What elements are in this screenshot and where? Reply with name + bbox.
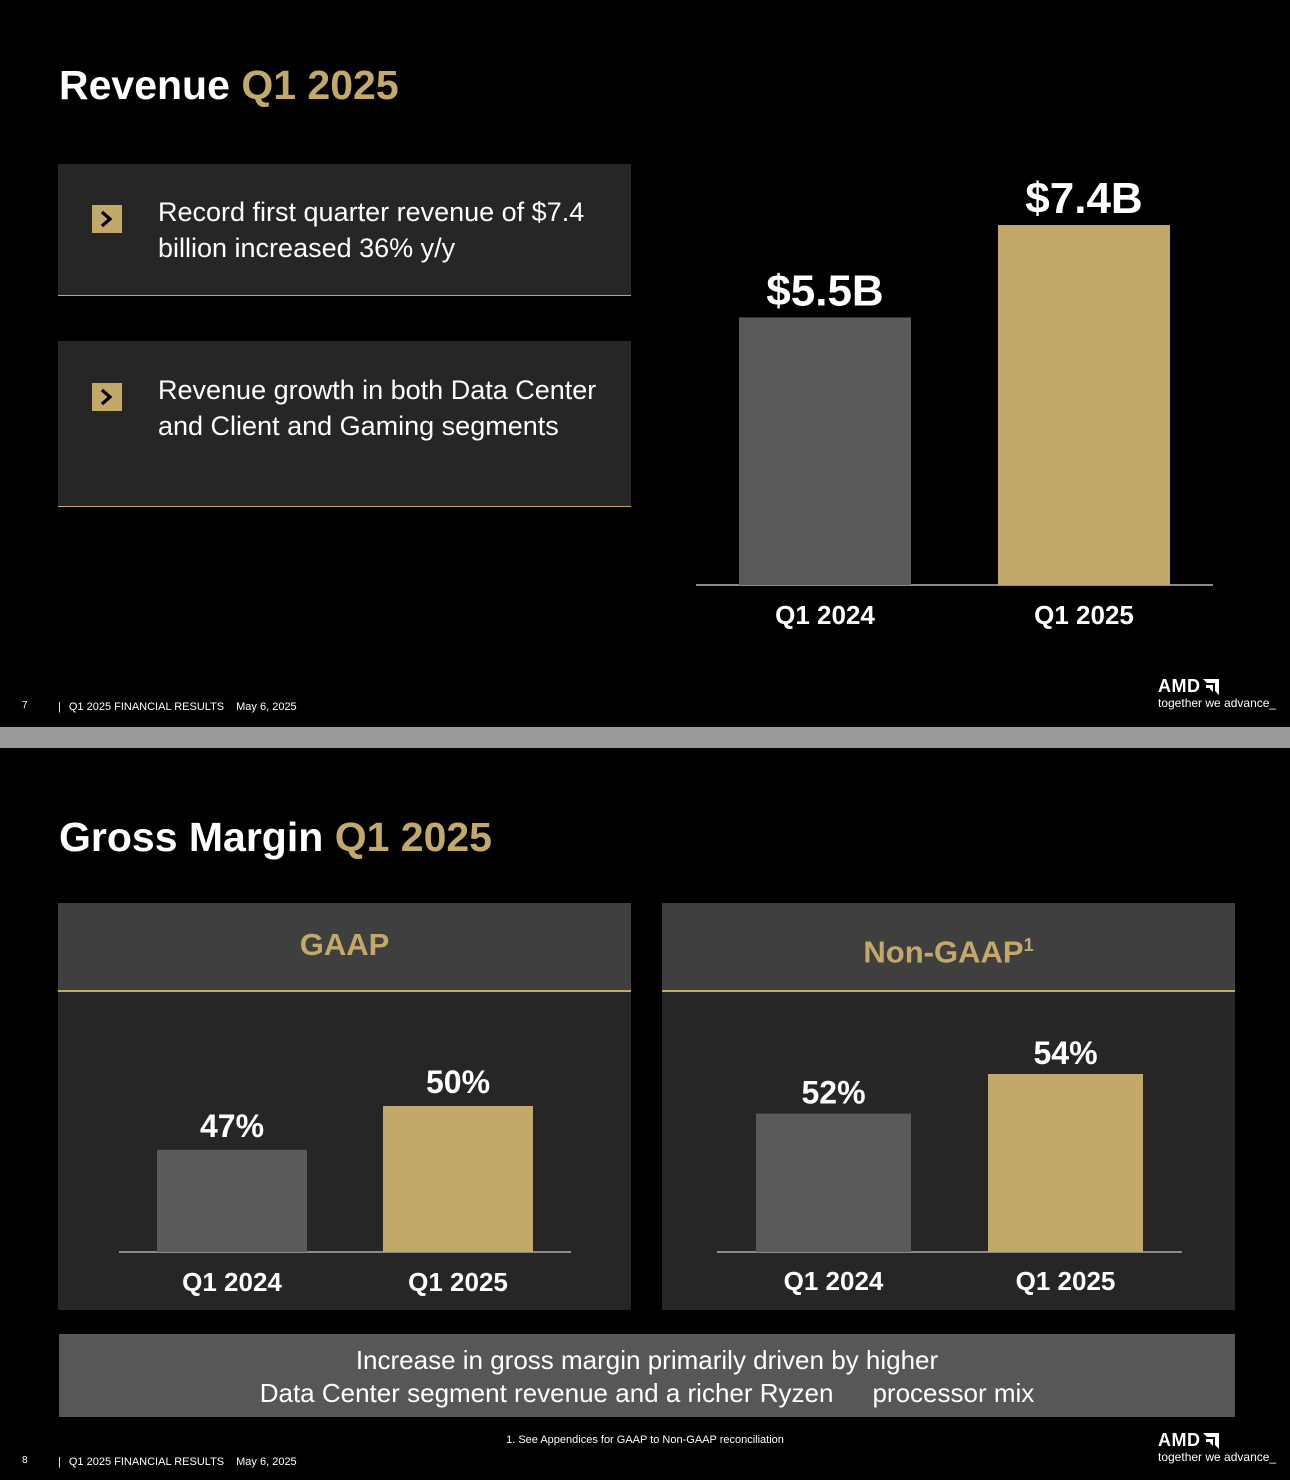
gaap-heading: GAAP	[58, 903, 631, 992]
chevron-right-icon	[92, 383, 122, 411]
gaap-panel: GAAP 47% Q1 2024 50% Q1 2025	[58, 903, 631, 1310]
note-line-2: Data Center segment revenue and a richer…	[259, 1378, 1035, 1408]
data-label: $7.4B	[1025, 174, 1142, 223]
footer-title: Q1 2025 FINANCIAL RESULTS	[68, 701, 225, 713]
footer-date: May 6, 2025	[236, 701, 297, 713]
footer-text: | Q1 2025 FINANCIAL RESULTS May 6, 2025	[58, 701, 297, 713]
data-label: 50%	[426, 1064, 490, 1100]
slide-title: Gross Margin Q1 2025	[59, 814, 492, 861]
bar-q1-2024	[739, 317, 911, 585]
gross-margin-slide: Gross Margin Q1 2025 GAAP 47% Q1 2024 50% Q…	[0, 748, 1290, 1480]
footnote: 1. See Appendices for GAAP to Non-GAAP r…	[506, 1434, 784, 1446]
footer-date: May 6, 2025	[236, 1456, 297, 1468]
data-label: 52%	[801, 1075, 865, 1111]
title-text: Revenue	[59, 62, 230, 108]
category-label: Q1 2025	[408, 1267, 508, 1297]
category-label: Q1 2025	[1034, 600, 1134, 630]
bar-q1-2025	[383, 1106, 533, 1252]
logo-text: AMD	[1158, 676, 1201, 696]
footer-title: Q1 2025 FINANCIAL RESULTS	[68, 1456, 225, 1468]
data-label: 54%	[1033, 1035, 1097, 1071]
page-number: 7	[22, 700, 28, 711]
bullet-box-2: Revenue growth in both Data Center and C…	[58, 341, 631, 507]
bar-q1-2024	[756, 1113, 911, 1252]
gaap-bar-chart: 47% Q1 2024 50% Q1 2025	[119, 1064, 571, 1297]
nongaap-panel: Non-GAAP1 52% Q1 2024 54% Q1 2025	[662, 903, 1235, 1310]
logo-text: AMD	[1158, 1430, 1201, 1450]
title-accent: Q1 2025	[241, 62, 399, 108]
category-label: Q1 2024	[775, 600, 875, 630]
footer-separator: |	[58, 701, 61, 713]
bullet-box-1: Record first quarter revenue of $7.4 bil…	[58, 164, 631, 296]
footer-separator: |	[58, 1456, 61, 1468]
category-label: Q1 2024	[182, 1267, 282, 1297]
nongaap-heading-text: Non-GAAP	[863, 934, 1024, 970]
note-line-1: Increase in gross margin primarily drive…	[355, 1345, 939, 1375]
gaap-heading-text: GAAP	[299, 927, 390, 962]
revenue-slide: Revenue Q1 2025 Record first quarter rev…	[0, 0, 1290, 727]
nongaap-bar-chart: 52% Q1 2024 54% Q1 2025	[717, 1035, 1182, 1296]
nongaap-heading: Non-GAAP1	[662, 903, 1235, 992]
revenue-bar-chart: $5.5B Q1 2024 $7.4B Q1 2025	[696, 174, 1213, 630]
amd-logo: AMD together we advance_	[1158, 1430, 1276, 1464]
amd-arrow-icon	[1202, 1432, 1219, 1449]
data-label: 47%	[200, 1108, 264, 1144]
title-accent: Q1 2025	[334, 814, 492, 860]
bar-q1-2024	[157, 1149, 307, 1252]
slide-title: Revenue Q1 2025	[59, 62, 399, 109]
bar-q1-2025	[998, 225, 1170, 585]
gross-margin-note: Increase in gross margin primarily drive…	[59, 1334, 1235, 1417]
title-text: Gross Margin	[59, 814, 324, 860]
bullet-text-1: Record first quarter revenue of $7.4 bil…	[158, 197, 585, 263]
category-label: Q1 2025	[1016, 1266, 1116, 1296]
bar-q1-2025	[988, 1074, 1143, 1252]
footer-text: | Q1 2025 FINANCIAL RESULTS May 6, 2025	[58, 1456, 297, 1468]
amd-arrow-icon	[1202, 678, 1219, 695]
chevron-right-icon	[92, 205, 122, 233]
page-number: 8	[22, 1455, 28, 1466]
category-label: Q1 2024	[784, 1266, 884, 1296]
data-label: $5.5B	[766, 266, 883, 315]
amd-logo: AMD together we advance_	[1158, 676, 1276, 710]
footnote-marker: 1	[1023, 935, 1034, 955]
logo-tagline: together we advance_	[1158, 1450, 1277, 1464]
bullet-text-2: Revenue growth in both Data Center and C…	[158, 375, 597, 441]
logo-tagline: together we advance_	[1158, 696, 1277, 710]
